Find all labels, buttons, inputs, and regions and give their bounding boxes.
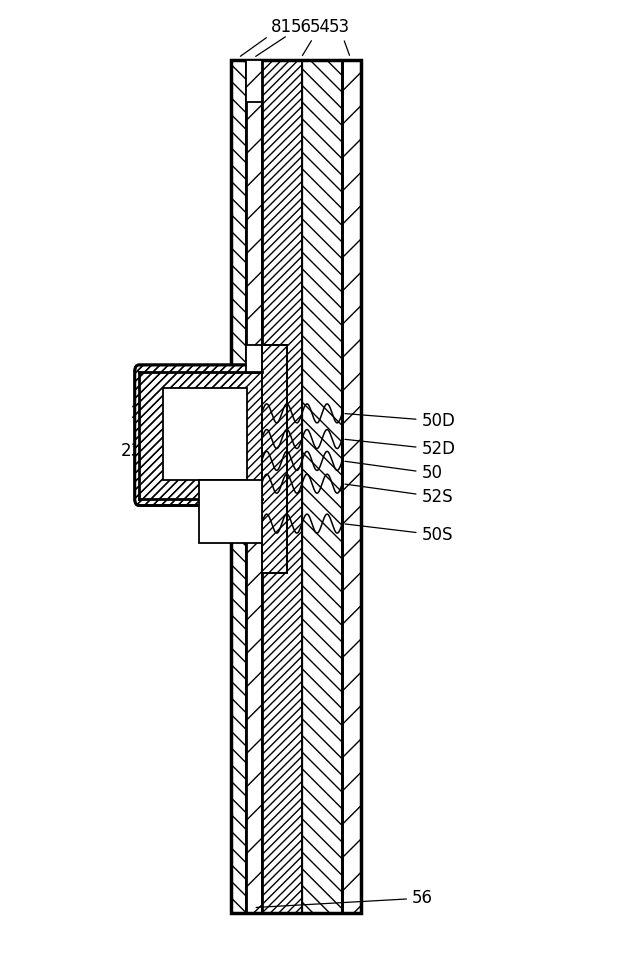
Text: 20: 20: [131, 404, 184, 434]
Bar: [262, 345, 287, 573]
Bar: [302, 60, 342, 913]
Text: 54: 54: [303, 17, 330, 55]
Text: 52S: 52S: [345, 484, 453, 506]
Bar: [246, 345, 262, 374]
Text: 56: 56: [256, 889, 433, 907]
Text: 50D: 50D: [345, 412, 456, 430]
Text: 52D: 52D: [345, 440, 456, 459]
Text: 50S: 50S: [345, 524, 453, 544]
Bar: [246, 372, 262, 499]
Bar: [246, 60, 262, 102]
Bar: [246, 60, 262, 913]
Bar: [342, 60, 361, 913]
Bar: [200, 480, 262, 543]
Bar: [262, 345, 287, 573]
Text: 50: 50: [345, 462, 442, 482]
Bar: [163, 388, 247, 480]
Bar: [262, 60, 302, 913]
FancyBboxPatch shape: [135, 365, 266, 506]
Bar: [231, 60, 361, 913]
Text: 53: 53: [328, 17, 349, 55]
Text: 56: 56: [256, 17, 312, 56]
Text: 23: 23: [121, 443, 166, 472]
Text: 81: 81: [241, 17, 292, 56]
Bar: [231, 60, 246, 913]
Bar: [262, 60, 342, 913]
